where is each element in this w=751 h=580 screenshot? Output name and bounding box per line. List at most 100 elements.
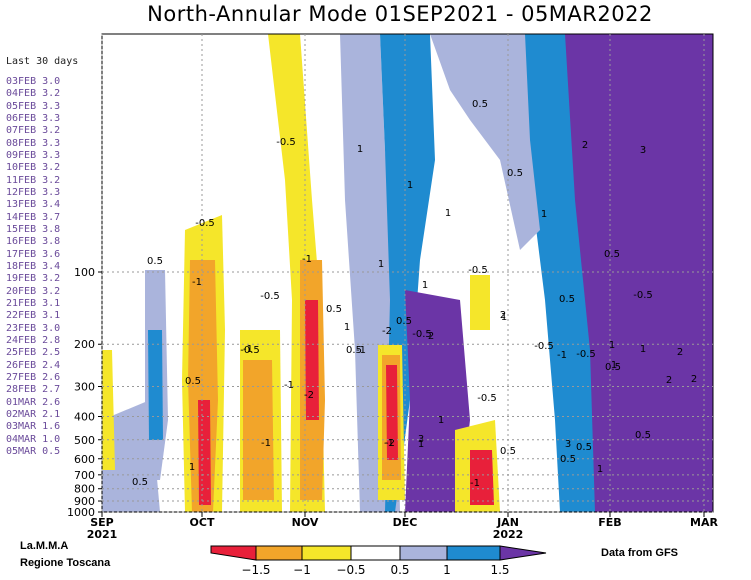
contour-label: -0.5 (534, 341, 554, 352)
contour-label: 2 (666, 375, 672, 386)
side-panel-entry: 08FEB 3.3 (6, 137, 61, 149)
side-panel-entry: 14FEB 3.7 (6, 211, 61, 223)
contour-label: 1 (407, 180, 413, 191)
contour-label: -1 (384, 438, 394, 449)
contour-label: 0.5 (346, 345, 362, 356)
side-panel-entry: 23FEB 3.0 (6, 322, 61, 334)
side-panel-entry: 27FEB 2.6 (6, 371, 61, 383)
contour-label: 1 (611, 360, 617, 371)
colorbar-label: −0.5 (336, 563, 365, 577)
side-panel-entry: 09FEB 3.3 (6, 149, 61, 161)
colorbar-label: 1.5 (490, 563, 509, 577)
side-panel-entry: 01MAR 2.6 (6, 396, 61, 408)
contour-label: 0.5 (132, 477, 148, 488)
x-year-label: 2021 (87, 528, 118, 541)
side-panel-entry: 04MAR 1.0 (6, 433, 61, 445)
side-panel-entry: 03FEB 3.0 (6, 76, 61, 87)
chart-title: North-Annular Mode 01SEP2021 - 05MAR2022 (147, 2, 653, 26)
y-tick-label: 800 (74, 483, 95, 496)
contour-label: 1 (445, 208, 451, 219)
region-orange-oct (188, 260, 218, 512)
x-tick-label: JAN (496, 516, 519, 529)
x-tick-label: FEB (598, 516, 621, 529)
contour-label: 0.5 (396, 316, 412, 327)
side-panel-entry: 10FEB 3.2 (6, 162, 61, 174)
contour-label: 3 (418, 434, 424, 445)
side-panel-entry: 21FEB 3.1 (6, 297, 61, 309)
region-red-oct (198, 400, 211, 505)
contour-label: -0.5 (260, 291, 280, 302)
contour-label: -0.5 (633, 290, 653, 301)
colorbar-segment (350, 545, 401, 561)
contour-label: 3 (565, 439, 571, 450)
colorbar-segment (255, 545, 303, 561)
contour-label: -1 (557, 350, 567, 361)
region-blue-jan (520, 34, 595, 512)
side-panel-entry: 05FEB 3.3 (6, 100, 61, 112)
side-panel-entry: 13FEB 3.4 (6, 199, 61, 211)
y-tick-label: 900 (74, 495, 95, 508)
contour-label: -0.5 (477, 393, 497, 404)
contour-label: -1 (356, 345, 366, 356)
side-panel-entry: 05MAR 0.5 (6, 445, 61, 457)
contour-label: 3 (640, 145, 646, 156)
contour-label: 1 (541, 209, 547, 220)
colorbar-segment (446, 545, 501, 561)
x-year-label: 2022 (493, 528, 524, 541)
data-source: Data from GFS (601, 547, 679, 559)
contour-label: -1 (243, 344, 253, 355)
region-orange-midoct (243, 360, 274, 500)
x-tick-label: SEP (90, 516, 114, 529)
colorbar-segment (499, 545, 547, 561)
x-tick-label: MAR (690, 516, 718, 529)
contour-label: -1 (302, 254, 312, 265)
contour-label: 2 (582, 140, 588, 151)
region-yellow-jan-patch (470, 275, 490, 330)
side-panel-entry: 11FEB 3.2 (6, 174, 61, 186)
contour-label: 0.5 (605, 362, 621, 373)
contour-label: 2 (500, 310, 506, 321)
side-panel-entry: 15FEB 3.8 (6, 223, 61, 235)
y-tick-label: 300 (74, 381, 95, 394)
side-panel-entry: 07FEB 3.2 (6, 125, 61, 137)
contour-label: 0.5 (635, 430, 651, 441)
y-tick-label: 400 (74, 410, 95, 423)
contour-label: 1 (189, 462, 195, 473)
colorbar-label: −1.5 (241, 563, 270, 577)
contour-label: 0.5 (500, 446, 516, 457)
side-panel-header: Last 30 days (6, 56, 79, 67)
region-yellow-edge (102, 350, 115, 470)
side-panel-entry: 26FEB 2.4 (6, 359, 61, 371)
x-tick-label: DEC (393, 516, 418, 529)
y-tick-label: 500 (74, 434, 95, 447)
contour-label: 2 (428, 331, 434, 342)
region-lavender-top (430, 34, 540, 250)
contour-label: 1 (344, 322, 350, 333)
side-panel-entry: 16FEB 3.8 (6, 236, 61, 248)
y-tick-label: 100 (74, 266, 95, 279)
side-panel-entry: 06FEB 3.3 (6, 112, 61, 124)
region-blue-sep (148, 330, 163, 440)
contour-label: 0.5 (147, 256, 163, 267)
contour-label: 0.5 (576, 442, 592, 453)
side-panel-entry: 17FEB 3.6 (6, 248, 61, 260)
colorbar-segment (210, 545, 257, 561)
y-tick-label: 200 (74, 338, 95, 351)
y-tick-label: 600 (74, 453, 95, 466)
contour-label: 1 (378, 259, 384, 270)
contour-label: 0.5 (185, 376, 201, 387)
side-panel-entry: 19FEB 3.2 (6, 273, 61, 285)
contour-label: -0.5 (276, 137, 296, 148)
region-red-nov (305, 300, 319, 420)
contour-label: 1 (418, 439, 424, 450)
contour-label: 1 (501, 312, 507, 323)
side-panel-entry: 28FEB 2.7 (6, 384, 61, 396)
contour-label: 0.5 (604, 249, 620, 260)
y-tick-label: 1000 (67, 506, 95, 519)
contour-label: -1 (470, 478, 480, 489)
side-panel-entry: 22FEB 3.1 (6, 310, 61, 322)
contour-label: -1 (284, 380, 294, 391)
side-panel-entry: 25FEB 2.5 (6, 347, 61, 359)
side-panel-list: 03FEB 3.0 04FEB 3.2 05FEB 3.3 06FEB 3.3 07FE… (6, 76, 60, 458)
contour-label: -2 (382, 326, 392, 337)
